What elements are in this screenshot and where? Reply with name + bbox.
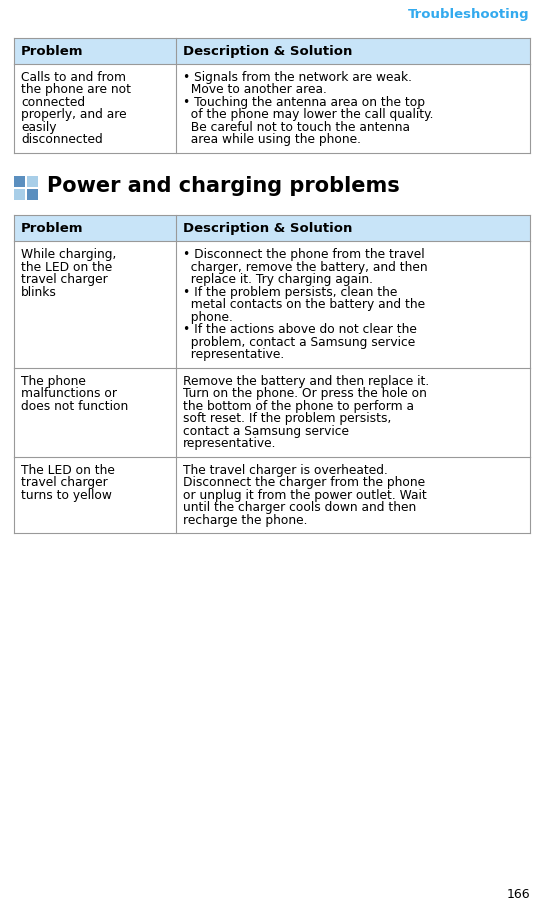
Text: Description & Solution: Description & Solution — [183, 45, 353, 58]
Bar — [176, 242, 530, 368]
Text: the LED on the: the LED on the — [21, 261, 112, 274]
Bar — [176, 215, 530, 242]
Text: Troubleshooting: Troubleshooting — [409, 8, 530, 21]
Bar — [176, 38, 530, 64]
Text: does not function: does not function — [21, 400, 128, 413]
Text: properly, and are: properly, and are — [21, 109, 127, 122]
Text: phone.: phone. — [183, 311, 233, 324]
Text: of the phone may lower the call quality.: of the phone may lower the call quality. — [183, 109, 434, 122]
Bar — [14, 457, 176, 533]
Text: Be careful not to touch the antenna: Be careful not to touch the antenna — [183, 121, 410, 134]
Text: blinks: blinks — [21, 286, 57, 299]
Text: 166: 166 — [506, 888, 530, 901]
Bar — [27, 176, 38, 187]
Bar — [14, 38, 176, 64]
Text: • Disconnect the phone from the travel: • Disconnect the phone from the travel — [183, 249, 425, 262]
Text: representative.: representative. — [183, 349, 285, 361]
Bar — [14, 64, 176, 153]
Text: until the charger cools down and then: until the charger cools down and then — [183, 501, 416, 514]
Text: While charging,: While charging, — [21, 249, 116, 262]
Text: turns to yellow: turns to yellow — [21, 489, 112, 502]
Text: • Signals from the network are weak.: • Signals from the network are weak. — [183, 71, 412, 84]
Text: representative.: representative. — [183, 437, 276, 450]
Text: or unplug it from the power outlet. Wait: or unplug it from the power outlet. Wait — [183, 489, 426, 502]
Text: easily: easily — [21, 121, 57, 134]
Text: area while using the phone.: area while using the phone. — [183, 134, 361, 146]
Text: Calls to and from: Calls to and from — [21, 71, 126, 84]
Text: • If the actions above do not clear the: • If the actions above do not clear the — [183, 323, 417, 337]
Text: travel charger: travel charger — [21, 274, 108, 286]
Text: connected: connected — [21, 96, 85, 109]
Text: • If the problem persists, clean the: • If the problem persists, clean the — [183, 286, 397, 299]
Text: Power and charging problems: Power and charging problems — [47, 176, 400, 196]
Bar — [176, 64, 530, 153]
Text: the phone are not: the phone are not — [21, 83, 131, 96]
Text: problem, contact a Samsung service: problem, contact a Samsung service — [183, 336, 415, 349]
Text: the bottom of the phone to perform a: the bottom of the phone to perform a — [183, 400, 414, 413]
Text: charger, remove the battery, and then: charger, remove the battery, and then — [183, 261, 428, 274]
Text: Description & Solution: Description & Solution — [183, 222, 353, 235]
Text: The travel charger is overheated.: The travel charger is overheated. — [183, 464, 388, 477]
Text: Remove the battery and then replace it.: Remove the battery and then replace it. — [183, 375, 429, 388]
Text: malfunctions or: malfunctions or — [21, 387, 117, 401]
Text: recharge the phone.: recharge the phone. — [183, 514, 307, 527]
Bar — [14, 215, 176, 242]
Text: metal contacts on the battery and the: metal contacts on the battery and the — [183, 298, 425, 311]
Text: disconnected: disconnected — [21, 134, 103, 146]
Text: replace it. Try charging again.: replace it. Try charging again. — [183, 274, 373, 286]
Bar — [14, 368, 176, 457]
Text: Problem: Problem — [21, 222, 83, 235]
Bar — [14, 189, 25, 200]
Text: Move to another area.: Move to another area. — [183, 83, 327, 96]
Text: travel charger: travel charger — [21, 477, 108, 490]
Text: The LED on the: The LED on the — [21, 464, 115, 477]
Text: contact a Samsung service: contact a Samsung service — [183, 425, 349, 438]
Text: Problem: Problem — [21, 45, 83, 58]
Bar — [27, 189, 38, 200]
Bar — [14, 176, 25, 187]
Text: The phone: The phone — [21, 375, 86, 388]
Bar — [176, 457, 530, 533]
Text: soft reset. If the problem persists,: soft reset. If the problem persists, — [183, 413, 391, 425]
Text: Turn on the phone. Or press the hole on: Turn on the phone. Or press the hole on — [183, 387, 427, 401]
Bar — [176, 368, 530, 457]
Bar — [14, 242, 176, 368]
Text: • Touching the antenna area on the top: • Touching the antenna area on the top — [183, 96, 425, 109]
Text: Disconnect the charger from the phone: Disconnect the charger from the phone — [183, 477, 425, 490]
